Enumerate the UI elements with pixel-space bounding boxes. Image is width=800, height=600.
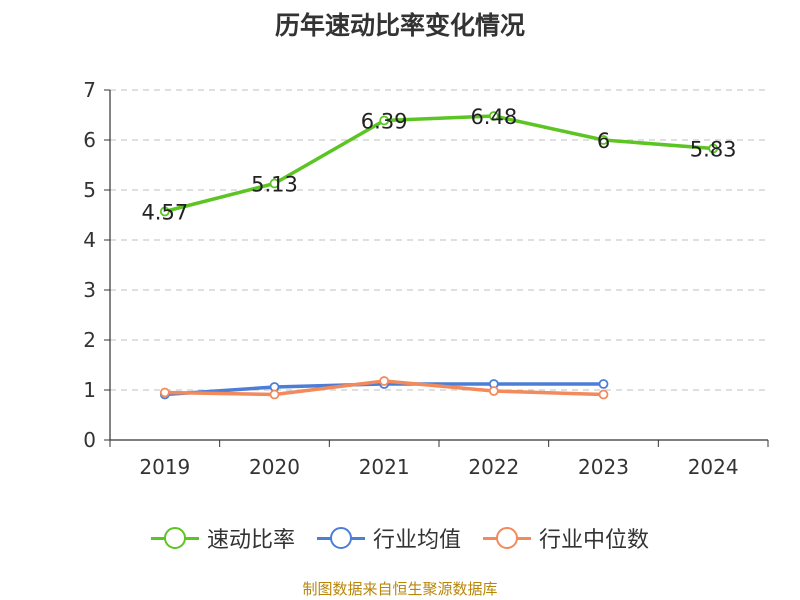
data-point (708, 143, 719, 154)
x-tick-label: 2021 (359, 455, 410, 479)
data-point (488, 386, 499, 396)
data-label: 4.57 (141, 201, 188, 225)
y-tick-label: 3 (83, 278, 96, 302)
y-tick-label: 2 (83, 328, 96, 352)
data-label: 5.83 (690, 138, 737, 162)
y-tick-label: 4 (83, 228, 96, 252)
data-point (598, 135, 609, 145)
legend-item[interactable]: 速动比率 (150, 522, 295, 554)
data-label: 6.39 (361, 110, 408, 134)
legend-label: 行业中位数 (539, 528, 650, 553)
legend-item[interactable]: 行业均值 (316, 522, 461, 554)
data-point (269, 389, 280, 400)
legend-label: 速动比率 (206, 528, 295, 553)
data-point (598, 389, 609, 400)
x-tick-label: 2022 (468, 455, 519, 479)
data-point (379, 376, 390, 386)
x-tick-label: 2019 (139, 455, 190, 479)
y-tick-label: 1 (83, 378, 96, 402)
y-tick-label: 6 (83, 128, 96, 152)
data-label: 5.13 (251, 173, 298, 197)
x-tick-label: 2020 (249, 455, 300, 479)
x-tick-label: 2023 (578, 455, 629, 479)
legend-item[interactable]: 行业中位数 (483, 522, 649, 554)
data-point (159, 387, 170, 398)
source-note: 制图数据来自恒生聚源数据库 (302, 580, 498, 598)
x-tick-label: 2024 (688, 455, 739, 479)
legend: 速动比率 行业均值 行业中位数 (0, 520, 800, 556)
y-tick-label: 7 (83, 78, 96, 102)
legend-swatch-icon (483, 527, 531, 549)
data-point (159, 206, 170, 217)
data-point (269, 178, 280, 189)
data-point (379, 115, 390, 126)
legend-swatch-icon (150, 527, 199, 549)
data-point (488, 111, 499, 121)
data-label: 6 (597, 129, 610, 153)
data-point (598, 379, 609, 389)
y-tick-label: 5 (83, 178, 96, 202)
legend-label: 行业均值 (372, 528, 461, 553)
series-line (164, 114, 714, 214)
data-label: 6.48 (470, 105, 517, 129)
chart-title: 历年速动比率变化情况 (274, 11, 525, 40)
legend-swatch-icon (316, 527, 365, 549)
y-tick-label: 0 (83, 428, 96, 452)
